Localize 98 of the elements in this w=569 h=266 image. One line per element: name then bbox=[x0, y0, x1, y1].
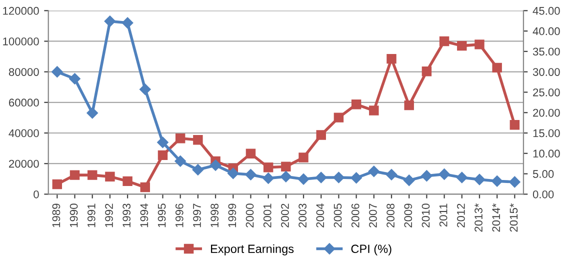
point bbox=[246, 148, 256, 159]
point bbox=[316, 130, 326, 140]
x-tick-label: 2004 bbox=[316, 204, 324, 228]
point bbox=[86, 107, 98, 119]
x-tick-label: 2001 bbox=[263, 204, 272, 228]
y2-tick-label: 15.00 bbox=[533, 129, 560, 138]
point bbox=[140, 182, 150, 192]
point bbox=[228, 168, 239, 179]
y-tick-label: 20000 bbox=[9, 160, 39, 168]
y-tick-label: 100000 bbox=[3, 37, 39, 46]
x-tick-label: 1997 bbox=[193, 204, 201, 228]
point bbox=[210, 160, 222, 171]
x-tick-label: 2007 bbox=[369, 204, 377, 228]
point bbox=[281, 162, 291, 172]
x-tick-label: 2015* bbox=[510, 203, 518, 232]
x-tick-label: 2013* bbox=[474, 203, 482, 232]
x-tick-label: 2003 bbox=[298, 204, 306, 228]
point bbox=[174, 156, 186, 167]
point bbox=[69, 73, 80, 84]
x-tick-label: 1992 bbox=[105, 204, 113, 228]
y-tick-label: 60000 bbox=[9, 98, 39, 107]
point bbox=[439, 36, 450, 46]
point bbox=[457, 40, 467, 51]
point bbox=[192, 164, 204, 176]
x-tick-label: 1990 bbox=[70, 204, 78, 228]
point bbox=[87, 170, 98, 180]
point bbox=[122, 17, 134, 28]
x-tick-label: 2010 bbox=[422, 204, 430, 228]
y-tick-label: 40000 bbox=[8, 129, 39, 138]
x-tick-label: 2012 bbox=[457, 204, 465, 228]
point bbox=[52, 66, 63, 78]
legend-label: CPI (%) bbox=[351, 244, 392, 256]
point bbox=[52, 179, 62, 190]
y2-tick-label: 5.00 bbox=[532, 170, 554, 178]
y2-tick-label: 45.00 bbox=[532, 6, 560, 15]
legend-label: Export Earnings bbox=[211, 244, 294, 256]
point bbox=[491, 176, 503, 187]
x-tick-label: 2000 bbox=[246, 204, 254, 228]
point bbox=[403, 174, 415, 186]
point bbox=[369, 106, 379, 116]
point bbox=[510, 120, 520, 130]
point bbox=[350, 172, 362, 184]
point bbox=[193, 135, 203, 145]
point bbox=[245, 168, 256, 180]
y2-tick-label: 0.00 bbox=[532, 190, 554, 198]
x-tick-label: 1996 bbox=[175, 204, 184, 228]
y-tick-label: 0 bbox=[34, 190, 39, 198]
point bbox=[175, 133, 186, 144]
point bbox=[316, 172, 327, 184]
point bbox=[158, 150, 168, 160]
point bbox=[298, 173, 310, 185]
point bbox=[104, 16, 116, 27]
point bbox=[280, 171, 292, 182]
y-tick-label: 120000 bbox=[3, 6, 39, 15]
x-tick-label: 2008 bbox=[386, 204, 394, 228]
x-tick-label: 1998 bbox=[210, 204, 219, 228]
point bbox=[492, 62, 502, 73]
point bbox=[157, 136, 168, 148]
x-tick-label: 1991 bbox=[87, 204, 96, 228]
point bbox=[140, 84, 151, 95]
y-tick-label: 80000 bbox=[8, 68, 39, 76]
point bbox=[298, 152, 308, 162]
x-tick-label: 2011 bbox=[439, 204, 448, 227]
point bbox=[386, 54, 396, 64]
x-tick-label: 1989 bbox=[52, 204, 60, 228]
point bbox=[262, 172, 274, 184]
x-tick-label: 2009 bbox=[404, 204, 412, 228]
y2-tick-label: 20.00 bbox=[533, 108, 560, 117]
x-tick-label: 2006 bbox=[351, 204, 360, 228]
x-tick-label: 1995 bbox=[158, 204, 166, 228]
point bbox=[386, 168, 398, 180]
point bbox=[509, 176, 520, 188]
x-tick-label: 2005 bbox=[334, 204, 342, 228]
point bbox=[263, 162, 274, 172]
point bbox=[438, 168, 450, 180]
point bbox=[70, 170, 80, 180]
point bbox=[421, 170, 432, 182]
x-tick-label: 1999 bbox=[228, 204, 236, 228]
point bbox=[351, 100, 362, 110]
point bbox=[122, 176, 132, 186]
point bbox=[105, 172, 115, 182]
y2-tick-label: 25.00 bbox=[533, 88, 560, 96]
point bbox=[404, 100, 414, 110]
point bbox=[368, 166, 380, 177]
y2-tick-label: 35.00 bbox=[532, 48, 560, 56]
point bbox=[422, 66, 432, 76]
x-tick-label: 1993 bbox=[122, 204, 131, 228]
point bbox=[474, 40, 484, 50]
point bbox=[334, 112, 344, 122]
y2-tick-label: 10.00 bbox=[533, 150, 560, 158]
point bbox=[333, 172, 344, 184]
point bbox=[456, 172, 468, 184]
point bbox=[474, 174, 486, 186]
y2-tick-label: 40.00 bbox=[532, 27, 560, 36]
x-tick-label: 2014* bbox=[492, 203, 500, 232]
x-tick-label: 1994 bbox=[140, 204, 148, 228]
y2-tick-label: 30.00 bbox=[532, 68, 560, 76]
x-tick-label: 2002 bbox=[281, 204, 289, 228]
